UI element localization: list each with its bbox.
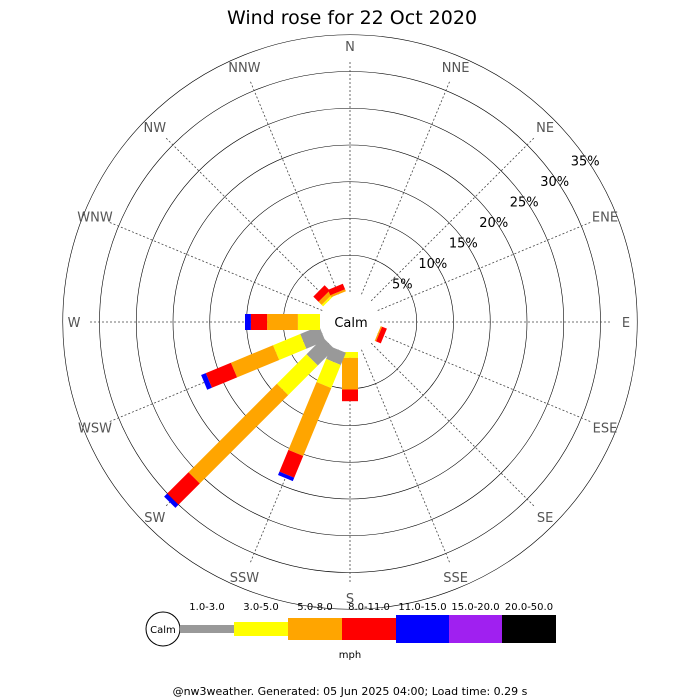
- ring-label-4: 20%: [479, 216, 508, 231]
- ring-3: [209, 181, 491, 463]
- bar-nnw-bin-4: [328, 283, 346, 296]
- direction-label-nw: NW: [144, 121, 167, 136]
- bar-sw-bin-2: [276, 354, 318, 396]
- bar-ese-bin-3: [374, 326, 383, 342]
- ring-labels: 5% 10%15%20%25%30%35%: [392, 154, 600, 292]
- legend-label-2: 3.0-5.0: [243, 602, 278, 613]
- bar-s-bin-3: [342, 357, 358, 390]
- chart-title: Wind rose for 22 Oct 2020: [227, 7, 477, 29]
- ring-label-7: 35%: [571, 154, 600, 169]
- bar-sw-bin-4: [167, 472, 200, 505]
- bar-w-bin-3: [267, 314, 298, 330]
- bar-ssw-bin-4: [279, 449, 304, 478]
- direction-label-w: W: [68, 316, 81, 331]
- ring-label-3: 15%: [449, 237, 478, 252]
- bar-nnw-bin-3: [330, 289, 346, 298]
- bar-ssw-bin-5: [278, 471, 295, 482]
- bar-ssw-bin-3: [288, 382, 332, 456]
- legend-swatch-3: [288, 618, 342, 640]
- bar-nw-bin-4: [313, 285, 330, 302]
- direction-label-wnw: WNW: [77, 210, 113, 225]
- ring-4: [172, 144, 528, 500]
- legend-swatch-6: [449, 615, 502, 643]
- legend-label-5: 11.0-15.0: [398, 602, 446, 613]
- bar-ese-bin-4: [376, 326, 387, 344]
- ring-label-5: 25%: [510, 195, 539, 210]
- legend-label-6: 15.0-20.0: [451, 602, 499, 613]
- direction-label-nnw: NNW: [228, 61, 260, 76]
- bar-wsw-bin-1: [300, 326, 326, 349]
- legend-unit: mph: [339, 650, 361, 661]
- legend-swatch-5: [396, 615, 449, 643]
- spoke-ese: [377, 333, 593, 423]
- ring-5: [135, 107, 565, 537]
- bar-wsw-bin-3: [230, 345, 280, 378]
- bar-w-bin-5: [245, 314, 251, 330]
- direction-label-ne: NE: [536, 121, 554, 136]
- direction-label-ssw: SSW: [230, 571, 260, 586]
- direction-label-s: S: [346, 592, 354, 607]
- bar-s-bin-2: [342, 352, 358, 358]
- direction-label-nne: NNE: [442, 61, 470, 76]
- spoke-nw: [164, 136, 330, 302]
- bar-sw-bin-5: [164, 493, 179, 508]
- legend-label-3: 5.0-8.0: [297, 602, 332, 613]
- spoke-ene: [377, 221, 593, 311]
- legend-label-4: 8.0-11.0: [348, 602, 390, 613]
- legend-swatch-7: [502, 615, 556, 643]
- direction-label-n: N: [345, 40, 355, 55]
- legend-swatch-1: [180, 625, 234, 633]
- legend-swatch-4: [342, 618, 396, 640]
- spoke-wnw: [107, 221, 323, 311]
- direction-label-wsw: WSW: [78, 422, 112, 437]
- bar-sw-bin-3: [188, 383, 289, 484]
- spoke-nne: [361, 79, 451, 295]
- direction-label-sse: SSE: [443, 571, 468, 586]
- direction-label-e: E: [622, 316, 630, 331]
- legend-label-7: 20.0-50.0: [505, 602, 553, 613]
- bar-s-bin-4: [342, 389, 358, 402]
- calm-center: Calm: [327, 299, 373, 345]
- bar-sw-bin-1: [306, 337, 335, 366]
- spoke-ne: [370, 136, 536, 302]
- spoke-nnw: [249, 79, 339, 295]
- ring-label-1: 5%: [392, 278, 413, 293]
- spoke-wsw: [107, 333, 323, 423]
- direction-label-se: SE: [537, 511, 553, 526]
- direction-spokes: [88, 60, 612, 584]
- bar-w-bin-2: [297, 314, 320, 330]
- ring-7: [62, 34, 638, 610]
- legend-calm-label: Calm: [150, 625, 176, 636]
- footer-text: @nw3weather. Generated: 05 Jun 2025 04:0…: [173, 685, 528, 698]
- bar-ssw-bin-2: [316, 358, 341, 389]
- ring-label-6: 30%: [540, 175, 569, 190]
- wind-bars: [164, 283, 387, 508]
- spoke-sse: [361, 349, 451, 565]
- direction-label-ene: ENE: [592, 210, 618, 225]
- legend-swatch-2: [234, 622, 288, 636]
- calm-label: Calm: [334, 316, 367, 331]
- bar-wsw-bin-5: [201, 373, 212, 390]
- spoke-se: [370, 342, 536, 508]
- legend-label-1: 1.0-3.0: [189, 602, 224, 613]
- direction-label-sw: SW: [144, 511, 165, 526]
- bar-nw-bin-3: [318, 290, 333, 305]
- ring-label-2: 10%: [418, 257, 447, 272]
- direction-labels: N NNE NE ENE E ESE SE SSE S SSW SW WSW W WNW NW NNW: [68, 40, 631, 607]
- bar-wsw-bin-2: [273, 334, 307, 360]
- bar-w-bin-4: [250, 314, 268, 330]
- direction-label-ese: ESE: [593, 422, 618, 437]
- legend: Calm mph 1.0-3.0 3.0-5.0 5.0-8.0 8.0-11.0 11…: [145, 602, 556, 661]
- bar-wsw-bin-4: [205, 362, 238, 388]
